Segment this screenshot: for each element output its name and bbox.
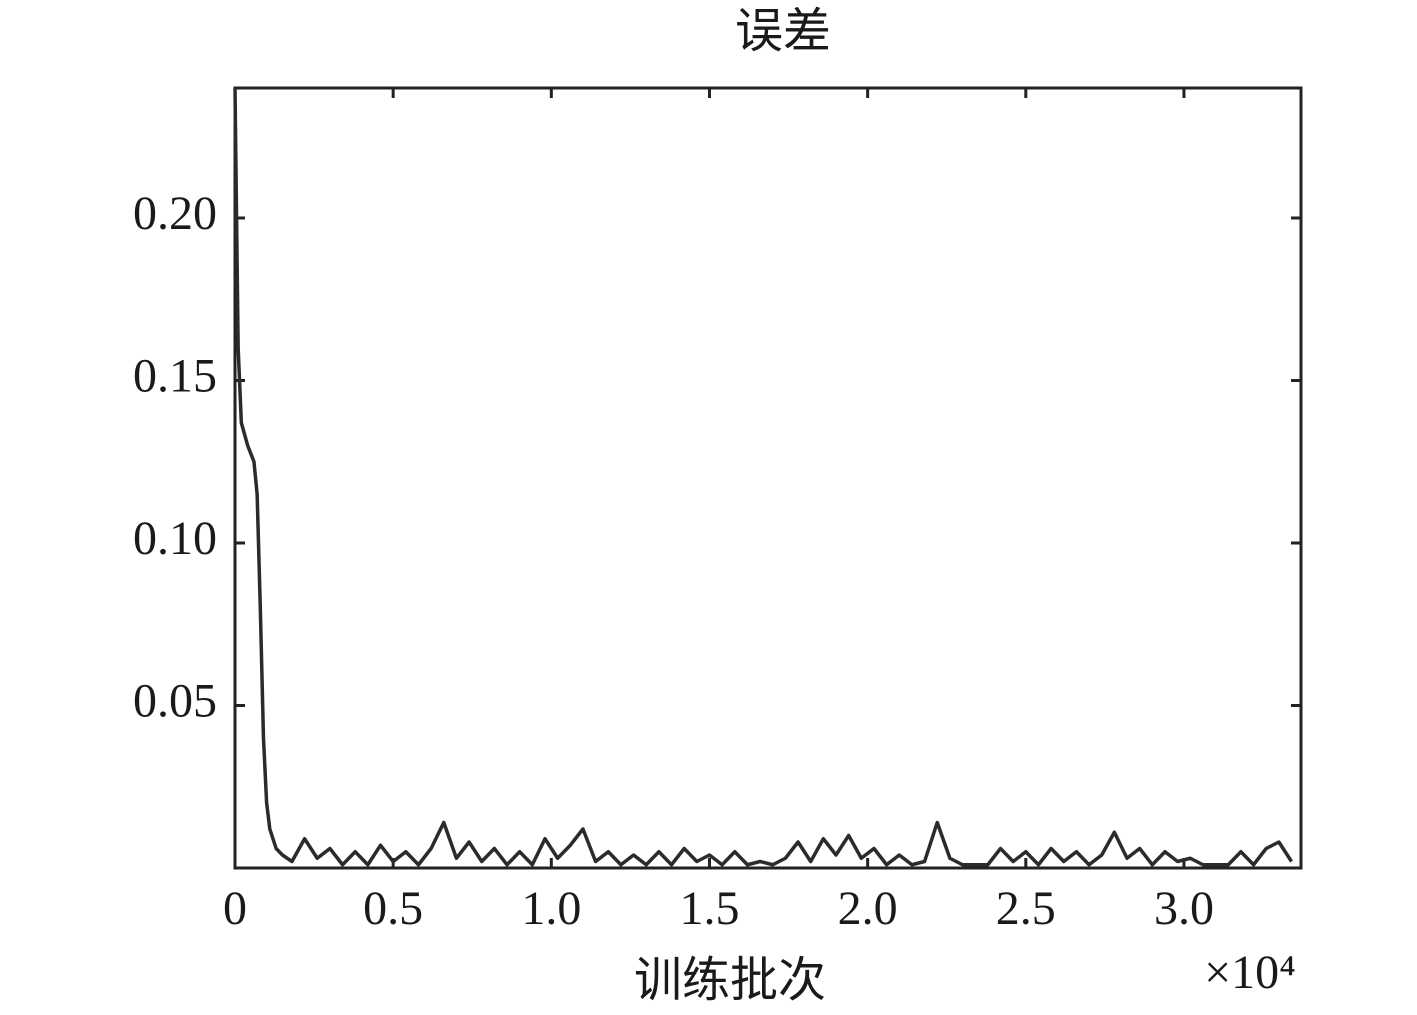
y-tick-label: 0.20: [133, 187, 217, 240]
x-tick-label: 1.5: [679, 882, 739, 935]
line-series: [233, 87, 1293, 867]
x-tick-label: 1.0: [521, 882, 581, 935]
y-tick-label: 0.15: [133, 350, 217, 403]
x-tick-label: 2.5: [996, 882, 1056, 935]
y-tick-label: 0.05: [133, 675, 217, 728]
x-tick-label: 0: [223, 882, 247, 935]
x-tick-label: 3.0: [1154, 882, 1214, 935]
x-axis-label: 训练批次: [634, 954, 826, 1007]
x-tick-label: 2.0: [838, 882, 898, 935]
y-tick-label: 0.10: [133, 512, 217, 565]
plot-frame: [233, 86, 1303, 870]
chart-title: 误差: [735, 5, 831, 58]
x-tick-label: 0.5: [363, 882, 423, 935]
x-multiplier: ×10⁴: [1204, 946, 1296, 999]
